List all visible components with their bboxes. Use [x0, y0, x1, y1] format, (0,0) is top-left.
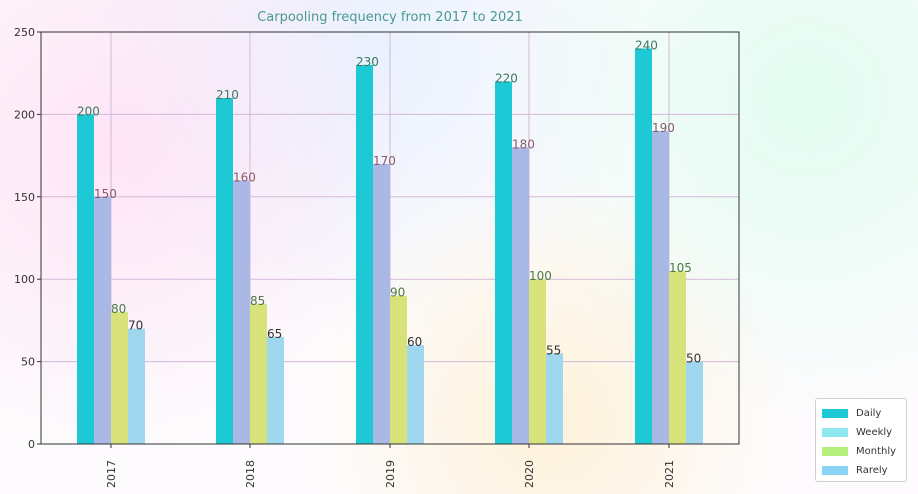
bar-rarely-2021 — [686, 361, 703, 444]
bar-weekly-2017 — [94, 196, 111, 444]
data-label-rarely-2017: 70 — [128, 319, 143, 333]
legend-swatch-monthly — [822, 447, 848, 456]
legend-item-daily: Daily — [822, 404, 900, 423]
y-tick-label: 150 — [14, 191, 35, 204]
bar-monthly-2020 — [529, 279, 546, 444]
bar-monthly-2017 — [111, 312, 128, 444]
y-tick-label: 0 — [28, 438, 35, 451]
legend-swatch-weekly — [822, 428, 848, 437]
data-label-daily-2019: 230 — [356, 55, 379, 69]
bar-monthly-2018 — [250, 303, 267, 444]
bar-rarely-2017 — [128, 328, 145, 444]
data-label-weekly-2018: 160 — [233, 170, 256, 184]
bar-daily-2019 — [356, 64, 373, 445]
data-label-weekly-2017: 150 — [94, 187, 117, 201]
data-label-weekly-2020: 180 — [512, 137, 535, 151]
y-tick-label: 50 — [21, 356, 35, 369]
legend-label-daily: Daily — [856, 408, 882, 419]
legend-item-rarely: Rarely — [822, 461, 900, 480]
x-tick-label: 2018 — [244, 460, 257, 488]
bar-daily-2018 — [216, 97, 233, 445]
data-label-rarely-2018: 65 — [267, 327, 282, 341]
x-tick-label: 2021 — [663, 460, 676, 488]
x-tick-label: 2020 — [523, 460, 536, 488]
bar-monthly-2019 — [390, 295, 407, 444]
bar-daily-2017 — [77, 114, 94, 445]
bar-weekly-2021 — [652, 130, 669, 444]
legend-swatch-daily — [822, 409, 848, 418]
legend-label-monthly: Monthly — [856, 446, 897, 457]
data-label-weekly-2019: 170 — [373, 154, 396, 168]
y-tick-label: 250 — [14, 26, 35, 39]
data-label-rarely-2021: 50 — [686, 352, 701, 366]
bar-weekly-2018 — [233, 180, 250, 444]
bar-daily-2020 — [495, 81, 512, 444]
x-tick-label: 2019 — [384, 460, 397, 488]
legend: Daily Weekly Monthly Rarely — [815, 398, 907, 482]
data-label-weekly-2021: 190 — [652, 121, 675, 135]
bar-monthly-2021 — [669, 270, 686, 444]
bar-weekly-2020 — [512, 147, 529, 445]
data-label-rarely-2020: 55 — [546, 343, 561, 357]
y-tick-label: 100 — [14, 273, 35, 286]
x-axis: 2017 2018 2019 2020 2021 — [105, 444, 676, 488]
bar-rarely-2019 — [407, 345, 424, 444]
data-label-rarely-2019: 60 — [407, 335, 422, 349]
legend-item-weekly: Weekly — [822, 423, 900, 442]
data-label-daily-2021: 240 — [635, 38, 658, 52]
chart-title: Carpooling frequency from 2017 to 2021 — [257, 10, 523, 25]
x-tick-label: 2017 — [105, 460, 118, 488]
bar-weekly-2019 — [373, 163, 390, 444]
bar-rarely-2018 — [267, 336, 284, 444]
legend-swatch-rarely — [822, 466, 848, 475]
bars — [77, 48, 703, 445]
data-label-daily-2018: 210 — [216, 88, 239, 102]
y-tick-label: 200 — [14, 108, 35, 121]
bar-rarely-2020 — [546, 353, 563, 444]
bar-daily-2021 — [635, 48, 652, 444]
y-axis: 0 50 100 150 200 250 — [14, 26, 41, 451]
legend-item-monthly: Monthly — [822, 442, 900, 461]
data-label-daily-2020: 220 — [495, 71, 518, 85]
data-label-monthly-2021: 105 — [669, 261, 692, 275]
data-label-monthly-2020: 100 — [529, 269, 552, 283]
data-label-monthly-2018: 85 — [250, 294, 265, 308]
data-label-monthly-2017: 80 — [111, 302, 126, 316]
data-label-monthly-2019: 90 — [390, 286, 405, 300]
data-label-daily-2017: 200 — [77, 104, 100, 118]
legend-label-weekly: Weekly — [856, 427, 893, 438]
legend-label-rarely: Rarely — [856, 465, 888, 476]
plot-frame — [40, 31, 740, 445]
